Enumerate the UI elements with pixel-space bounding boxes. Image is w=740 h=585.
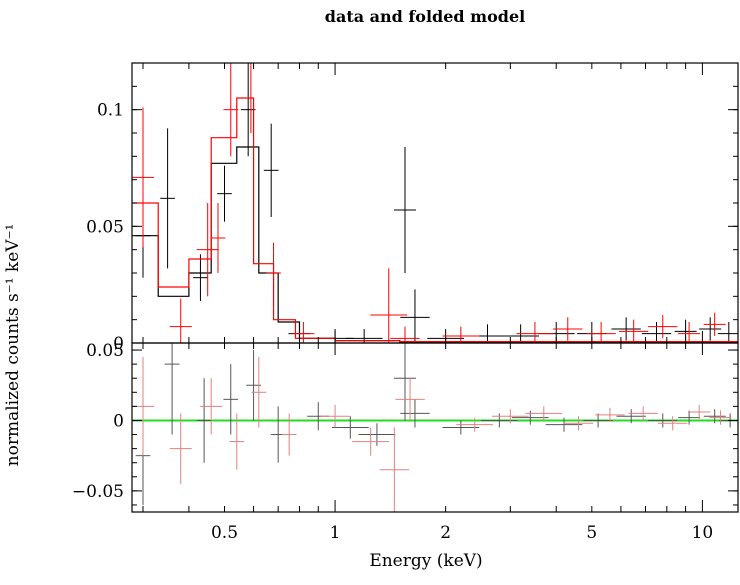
top-plot-area [132,63,738,343]
data-point-0-1-15 [648,315,678,339]
data-point-1-1-12 [525,406,563,421]
data-point-0-1-12 [553,317,583,341]
data-point-1-1-10 [456,417,494,432]
data-point-0-1-1 [169,298,192,343]
data-point-0-0-19 [699,317,722,341]
data-point-1-0-14 [545,417,583,432]
x-axis-label: Energy (keV) [369,551,482,571]
data-point-1-0-15 [583,413,613,428]
data-point-0-0-13 [502,324,539,343]
data-point-1-0-7 [331,416,369,439]
x-tick-label-4: 10 [692,523,714,543]
data-point-1-0-3 [223,364,239,435]
data-point-1-1-1 [169,413,192,484]
data-point-0-1-0 [132,107,155,248]
x-tick-label-1: 1 [330,523,341,543]
data-point-0-1-14 [618,319,649,343]
data-point-1-1-6 [320,404,350,428]
data-point-0-1-13 [586,322,616,343]
model-step-line-0 [132,146,738,343]
data-point-0-0-1 [160,128,175,269]
data-point-1-1-18 [709,410,732,425]
data-point-0-1-16 [678,322,701,343]
y-tick-label-resid-2: 0.05 [86,341,124,361]
data-point-1-1-17 [688,404,711,420]
data-point-1-0-16 [616,409,646,424]
y-tick-label-top-1: 0.05 [86,217,124,237]
data-point-0-1-2 [196,203,219,297]
data-point-0-0-5 [263,123,279,217]
data-point-1-0-13 [511,410,549,425]
data-point-0-1-5 [243,63,259,133]
y-tick-label-resid-1: 0 [113,411,124,431]
y-tick-label-resid-0: −0.05 [72,482,124,502]
data-point-1-1-15 [628,406,658,421]
data-point-0-0-10 [400,289,430,343]
data-point-0-1-4 [223,63,239,157]
data-point-0-1-9 [390,326,420,343]
data-point-0-0-3 [217,165,232,222]
data-point-1-1-8 [379,427,410,512]
data-point-0-1-8 [370,268,408,343]
data-point-1-0-8 [358,423,396,446]
data-point-1-0-9 [393,343,417,421]
top-panel: 0 0.05 0.1 [86,62,739,354]
data-point-1-1-3 [229,413,245,470]
top-frame [131,62,739,344]
data-point-0-0-8 [345,329,383,343]
data-point-1-0-19 [703,409,726,424]
data-point-1-1-16 [657,416,688,431]
y-tick-label-top-0: 0 [113,334,124,354]
data-point-0-1-10 [442,326,480,343]
y-axis-label: normalized counts s⁻¹ keV⁻¹ [3,224,23,467]
resid-frame [131,342,739,513]
data-point-1-1-9 [395,378,425,421]
data-point-1-0-1 [164,343,180,435]
data-point-1-0-12 [480,413,518,428]
data-point-0-0-16 [611,317,641,341]
data-point-0-1-3 [210,203,226,273]
data-point-1-1-14 [595,407,625,422]
data-point-0-1-17 [703,312,726,336]
data-point-0-1-7 [292,322,315,343]
data-point-0-0-9 [393,147,417,273]
chart-title: data and folded model [325,7,525,26]
data-point-1-0-18 [678,410,701,425]
x-tick-label-3: 5 [586,523,597,543]
x-tick-label-2: 2 [440,523,451,543]
model-step-line-1 [132,97,738,343]
data-point-0-1-6 [266,242,281,304]
residual-panel: −0.05 0 0.05 0.5 1 2 5 10 [72,341,739,543]
data-point-0-1-11 [516,322,554,343]
y-tick-label-top-2: 0.1 [97,101,124,121]
resid-plot-area [132,343,738,512]
data-point-1-0-10 [400,399,430,428]
data-point-1-1-11 [491,409,529,424]
data-point-0-0-2 [193,254,208,301]
x-tick-label-0: 0.5 [211,523,238,543]
data-point-1-0-2 [196,378,212,463]
data-point-1-0-11 [442,420,480,435]
data-point-1-1-13 [563,416,594,431]
data-point-1-1-2 [200,378,223,435]
data-point-1-1-5 [281,413,297,456]
data-point-1-1-7 [352,427,390,456]
data-point-1-1-4 [251,357,267,428]
